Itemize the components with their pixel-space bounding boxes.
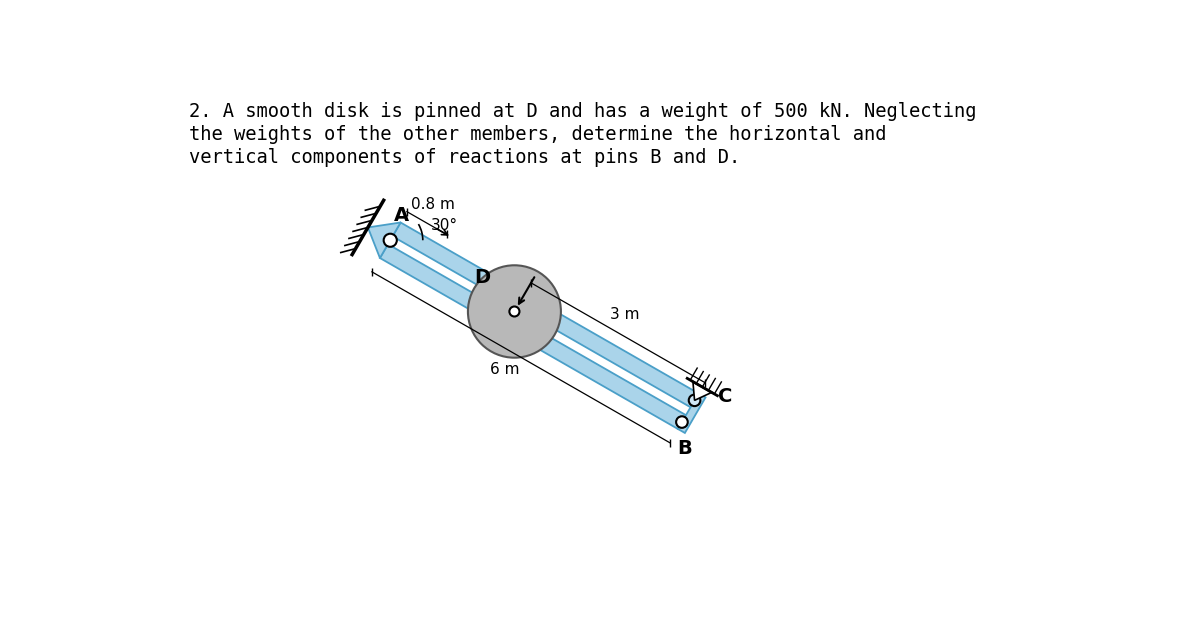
Polygon shape xyxy=(692,382,712,400)
Circle shape xyxy=(509,306,520,316)
Text: the weights of the other members, determine the horizontal and: the weights of the other members, determ… xyxy=(188,125,887,144)
Circle shape xyxy=(676,416,688,428)
Circle shape xyxy=(689,394,701,406)
Polygon shape xyxy=(380,244,686,429)
Circle shape xyxy=(468,265,560,358)
Text: 30°: 30° xyxy=(431,218,457,233)
Text: 0.8 m: 0.8 m xyxy=(412,197,455,212)
Text: 6 m: 6 m xyxy=(490,362,520,377)
Polygon shape xyxy=(678,393,706,433)
Text: A: A xyxy=(394,206,409,225)
Text: B: B xyxy=(678,439,692,458)
Polygon shape xyxy=(368,223,401,258)
Text: 2. A smooth disk is pinned at D and has a weight of 500 kN. Neglecting: 2. A smooth disk is pinned at D and has … xyxy=(188,102,977,121)
Text: vertical components of reactions at pins B and D.: vertical components of reactions at pins… xyxy=(188,148,740,167)
Text: C: C xyxy=(718,387,732,406)
Circle shape xyxy=(384,234,397,247)
Polygon shape xyxy=(392,223,698,407)
Text: D: D xyxy=(474,268,490,287)
Text: 3 m: 3 m xyxy=(610,307,640,322)
